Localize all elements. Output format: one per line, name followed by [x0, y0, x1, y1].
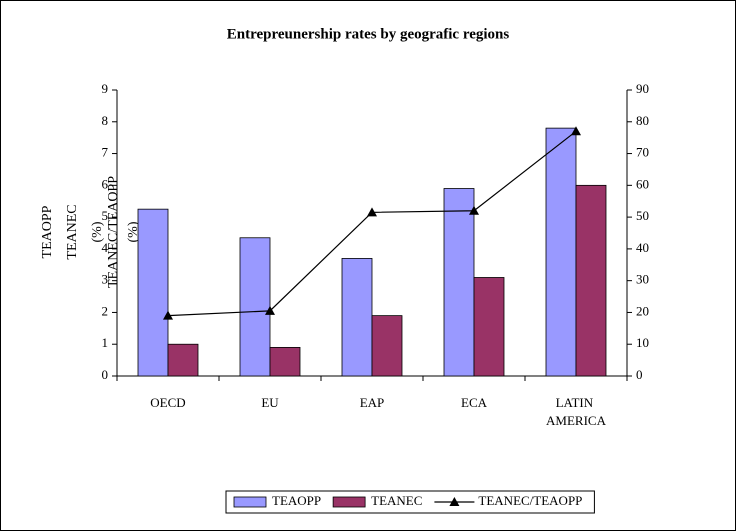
y-axis-title-line: TEANEC: [65, 204, 80, 259]
x-tick-label: ECA: [461, 395, 488, 410]
y-tick-label: 7: [102, 145, 109, 160]
legend-marker: [449, 497, 460, 506]
y2-tick-label: 90: [636, 81, 649, 96]
y2-tick-label: 30: [636, 272, 649, 287]
x-tick-label: LATIN AMERICA: [546, 395, 607, 428]
x-tick-label: EU: [261, 395, 279, 410]
y-tick-label: 1: [102, 335, 109, 350]
line-marker: [367, 207, 377, 217]
y-tick-label: 6: [102, 176, 109, 191]
y2-tick-label: 40: [636, 240, 649, 255]
legend-swatch: [332, 496, 366, 508]
y2-axis-title: TEANEC/TEAOPP (%): [106, 176, 141, 288]
y-axis-title: TEAOPP TEANEC (%): [40, 204, 105, 259]
line-marker: [163, 310, 173, 320]
legend-box: [225, 490, 595, 514]
y2-tick-label: 60: [636, 176, 649, 191]
y-axis-title-line: (%): [90, 221, 105, 242]
y-tick-label: 0: [102, 367, 109, 382]
legend-label: TEAOPP: [272, 493, 321, 508]
y2-axis-title-line: (%): [126, 221, 141, 242]
y2-tick-label: 10: [636, 335, 649, 350]
bar: [269, 346, 301, 377]
y-tick-label: 2: [102, 303, 109, 318]
legend-label: TEANEC/TEAOPP: [478, 493, 582, 508]
bar: [545, 127, 577, 377]
line-marker: [571, 126, 581, 136]
bar: [575, 184, 607, 377]
y2-tick-label: 50: [636, 208, 649, 223]
bar: [167, 343, 199, 377]
legend: TEAOPP TEANEC TEANEC/TEAOPP: [225, 490, 595, 514]
line-marker: [265, 305, 275, 315]
y2-tick-label: 20: [636, 303, 649, 318]
legend-label: TEANEC: [371, 493, 422, 508]
y2-tick-label: 80: [636, 113, 649, 128]
y-tick-label: 3: [102, 272, 109, 287]
bar: [371, 315, 403, 377]
y-tick-label: 8: [102, 113, 109, 128]
line-marker: [469, 205, 479, 215]
bar: [473, 277, 505, 377]
bar: [239, 237, 271, 377]
legend-swatch: [233, 496, 267, 508]
y2-axis-title-line: TEANEC/TEAOPP: [106, 176, 121, 288]
y2-tick-label: 70: [636, 145, 649, 160]
bar: [341, 258, 373, 377]
y2-tick-label: 0: [636, 367, 643, 382]
y-axis-title-line: TEAOPP: [40, 205, 55, 258]
x-tick-label: EAP: [360, 395, 385, 410]
bar: [137, 208, 169, 377]
chart-title: Entrepreunership rates by geografic regi…: [227, 26, 510, 42]
y-tick-label: 5: [102, 208, 109, 223]
y-tick-label: 9: [102, 81, 109, 96]
bar: [443, 188, 475, 377]
x-tick-label: OECD: [150, 395, 185, 410]
y-tick-label: 4: [102, 240, 109, 255]
